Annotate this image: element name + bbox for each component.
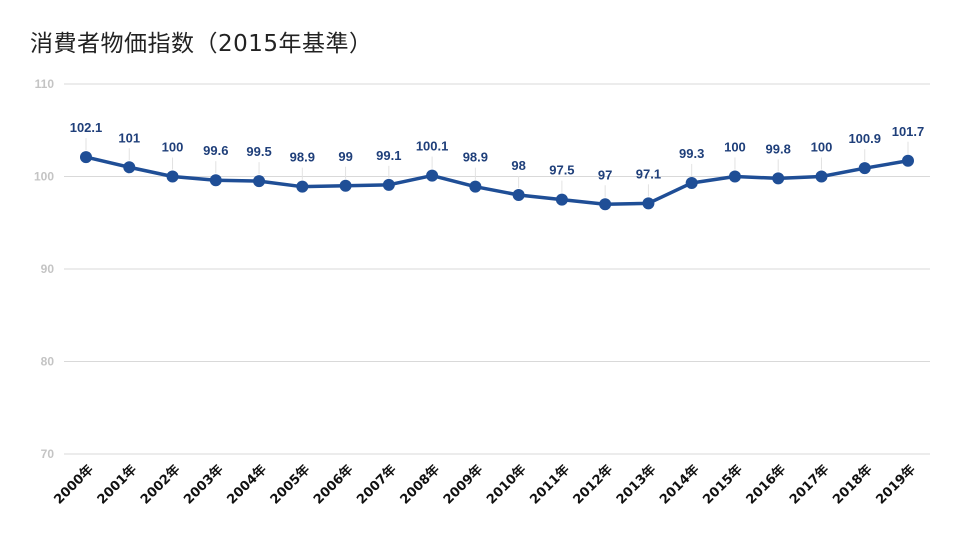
data-label: 99.3 (679, 146, 704, 161)
data-point (339, 179, 352, 192)
x-tick-label: 2006年 (310, 462, 356, 508)
y-tick-label: 100 (34, 170, 54, 184)
x-tick-label: 2010年 (483, 462, 529, 508)
data-point (599, 198, 612, 211)
x-tick-label: 2003年 (181, 462, 227, 508)
data-label: 101.7 (892, 124, 925, 139)
x-tick-label: 2011年 (527, 462, 573, 508)
x-axis: 2000年2001年2002年2003年2004年2005年2006年2007年… (51, 462, 919, 508)
x-tick-label: 2004年 (224, 462, 270, 508)
x-tick-label: 2002年 (137, 462, 183, 508)
data-points (80, 151, 914, 211)
x-tick-label: 2007年 (354, 462, 400, 508)
data-point (902, 154, 914, 167)
x-tick-label: 2008年 (397, 462, 443, 508)
data-label: 100 (811, 140, 833, 155)
data-point (469, 180, 482, 193)
data-label: 99.5 (246, 144, 271, 159)
data-label: 99.8 (766, 141, 791, 156)
x-tick-label: 2017年 (786, 462, 832, 508)
data-point (80, 151, 92, 164)
data-point (772, 172, 785, 185)
data-point (555, 193, 568, 206)
data-point (426, 169, 439, 182)
x-tick-label: 2016年 (743, 462, 789, 508)
x-tick-label: 2005年 (267, 462, 313, 508)
label-connectors (85, 138, 909, 198)
data-label: 97 (598, 167, 612, 182)
data-labels: 102.1 101 100 99.6 99.5 98.9 99 99.1 100.1 98.9 98… (70, 120, 925, 182)
data-point (642, 197, 655, 210)
data-label: 99.1 (376, 148, 401, 163)
x-tick-label: 2001年 (94, 462, 140, 508)
series-line (84, 155, 910, 206)
chart-title: 消費者物価指数（2015年基準） (30, 31, 373, 57)
data-point (858, 162, 871, 175)
data-point (166, 170, 179, 183)
data-label: 99 (338, 149, 352, 164)
x-tick-label: 2013年 (613, 462, 659, 508)
data-point (209, 174, 222, 187)
data-point (815, 170, 828, 183)
data-point (382, 178, 395, 191)
y-axis: 70 80 90 100 110 (34, 77, 54, 461)
x-tick-label: 2015年 (700, 462, 746, 508)
data-label: 98.9 (463, 150, 488, 165)
x-tick-label: 2000年 (51, 462, 97, 508)
data-point (512, 189, 525, 201)
y-tick-label: 110 (35, 77, 55, 91)
data-point (123, 161, 136, 174)
data-label: 100.9 (848, 131, 881, 146)
gridlines (64, 83, 930, 455)
data-point (728, 170, 741, 183)
y-tick-label: 70 (41, 447, 55, 461)
data-label: 98.9 (290, 150, 315, 165)
series (84, 155, 910, 206)
data-label: 97.5 (549, 163, 574, 178)
data-label: 100 (162, 140, 184, 155)
x-tick-label: 2019年 (873, 462, 919, 508)
data-label: 98 (511, 158, 525, 173)
data-label: 102.1 (70, 120, 103, 135)
x-tick-label: 2009年 (440, 462, 486, 508)
data-label: 100 (724, 140, 746, 155)
data-point (296, 180, 309, 193)
x-tick-label: 2014年 (656, 462, 702, 508)
data-point (253, 175, 266, 188)
data-label: 101 (118, 130, 140, 145)
data-point (685, 176, 698, 189)
data-label: 99.6 (203, 143, 228, 158)
y-tick-label: 80 (41, 355, 55, 369)
data-label: 100.1 (416, 139, 449, 154)
y-tick-label: 90 (41, 262, 55, 276)
x-tick-label: 2018年 (829, 462, 875, 508)
x-tick-label: 2012年 (570, 462, 616, 508)
data-label: 97.1 (636, 166, 661, 181)
